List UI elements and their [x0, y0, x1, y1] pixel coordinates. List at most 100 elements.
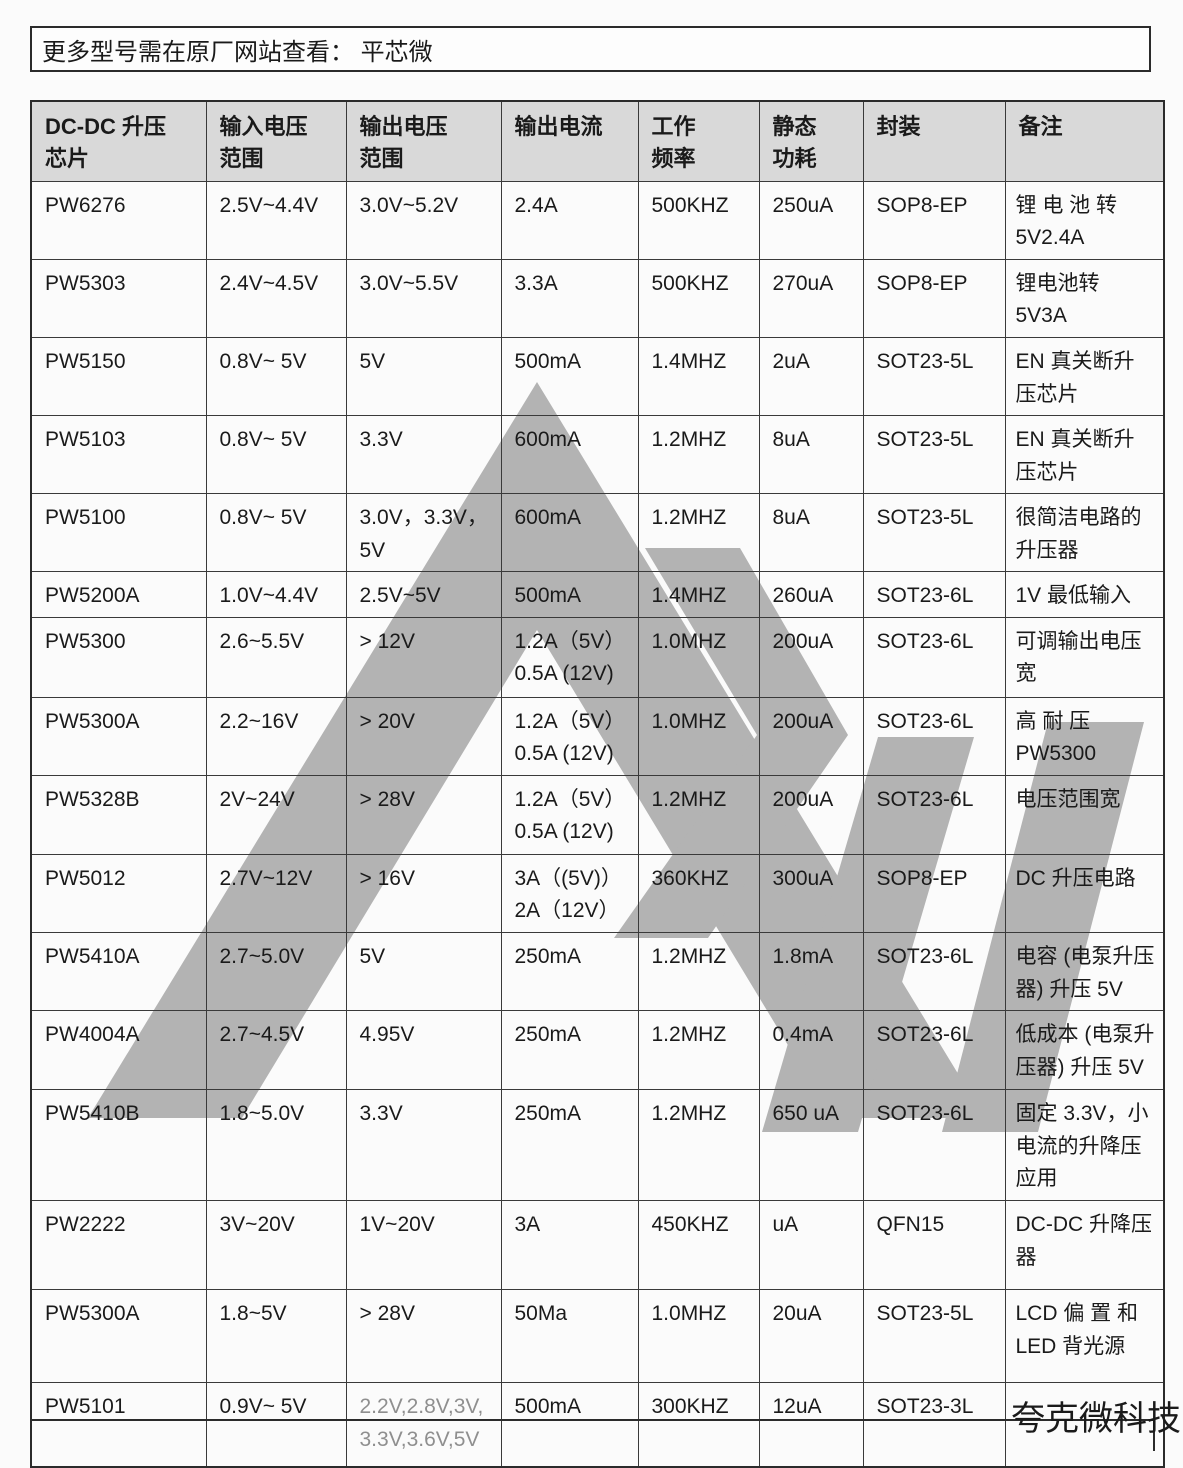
column-header: 输出电流 — [500, 100, 639, 182]
column-header: 备注 — [1004, 100, 1165, 182]
table-cell: 260uA — [758, 571, 864, 618]
table-cell: 3.3V — [345, 415, 502, 495]
chip-model-cell: PW5410A — [30, 931, 207, 1012]
table-cell: 500mA — [500, 336, 639, 417]
table-cell: 3.0V，3.3V，5V — [345, 493, 502, 573]
table-cell: 2.4A — [500, 180, 639, 260]
table-cell: 1.0V~4.4V — [205, 571, 347, 618]
table-cell: 1.2MHZ — [637, 774, 760, 855]
chip-model-cell: PW5300A — [30, 1289, 207, 1384]
table-cell: 1.8mA — [758, 931, 864, 1012]
table-cell: SOT23-6L — [862, 774, 1006, 855]
chip-model-cell: PW2222 — [30, 1200, 207, 1291]
table-cell: > 20V — [345, 696, 502, 776]
table-row: PW5410B 1.8~5.0V 3.3V 250mA 1.2MHZ 650 uA SOT2… — [30, 1089, 1165, 1202]
brand-watermark-text: 夸克微科技 — [1011, 1400, 1181, 1438]
table-cell: 1.0MHZ — [637, 616, 760, 698]
table-cell: 360KHZ — [637, 853, 760, 933]
table-cell: 1.2A（5V） 0.5A (12V) — [500, 616, 639, 698]
column-header: 输出电压 范围 — [345, 100, 502, 182]
table-cell: 1.8~5.0V — [205, 1089, 347, 1202]
table-cell: 500KHZ — [637, 258, 760, 338]
table-cell: 1.2MHZ — [637, 415, 760, 495]
table-cell: 1.0MHZ — [637, 1289, 760, 1384]
table-cell: SOT23-5L — [862, 415, 1006, 495]
table-cell: SOT23-5L — [862, 1289, 1006, 1384]
table-cell: EN 真关断升压芯片 — [1004, 336, 1165, 417]
table-cell: 2.7~5.0V — [205, 931, 347, 1012]
table-cell: 250mA — [500, 931, 639, 1012]
table-cell: SOP8-EP — [862, 258, 1006, 338]
table-row: PW5150 0.8V~ 5V 5V 500mA 1.4MHZ 2uA SOT23-5L EN… — [30, 336, 1165, 417]
table-cell: 450KHZ — [637, 1200, 760, 1291]
table-row: PW5410A 2.7~5.0V 5V 250mA 1.2MHZ 1.8mA SOT23-6… — [30, 931, 1165, 1012]
table-body: PW6276 2.5V~4.4V 3.0V~5.2V 2.4A 500KHZ 250uA S… — [30, 180, 1165, 1468]
table-cell: 3.3A — [500, 258, 639, 338]
table-row: PW6276 2.5V~4.4V 3.0V~5.2V 2.4A 500KHZ 250uA S… — [30, 180, 1165, 260]
chip-model-cell: PW5303 — [30, 258, 207, 338]
table-cell: 2.6~5.5V — [205, 616, 347, 698]
table-cell: 1.2MHZ — [637, 1010, 760, 1091]
table-cell: SOP8-EP — [862, 180, 1006, 260]
table-cell: 200uA — [758, 774, 864, 855]
chip-model-cell: PW5012 — [30, 853, 207, 933]
table-cell: SOT23-6L — [862, 616, 1006, 698]
table-cell: 500mA — [500, 571, 639, 618]
table-cell: 2.2~16V — [205, 696, 347, 776]
table-cell: 200uA — [758, 696, 864, 776]
table-cell: 1.2MHZ — [637, 493, 760, 573]
table-cell: 3A — [500, 1200, 639, 1291]
table-row: PW5300A 1.8~5V > 28V 50Ma 1.0MHZ 20uA SOT23-5L… — [30, 1289, 1165, 1384]
table-cell: 2uA — [758, 336, 864, 417]
table-cell: SOT23-6L — [862, 571, 1006, 618]
table-cell: SOP8-EP — [862, 853, 1006, 933]
table-cell: 锂 电 池 转 5V2.4A — [1004, 180, 1165, 260]
notice-banner-text: 更多型号需在原厂网站查看： 平芯微 — [42, 38, 433, 66]
table-cell: 5V — [345, 336, 502, 417]
table-cell: > 28V — [345, 1289, 502, 1384]
table-row: PW4004A 2.7~4.5V 4.95V 250mA 1.2MHZ 0.4mA SOT2… — [30, 1010, 1165, 1091]
table-cell: 250mA — [500, 1089, 639, 1202]
table-cell: 锂电池转 5V3A — [1004, 258, 1165, 338]
chip-model-cell: PW6276 — [30, 180, 207, 260]
table-cell: 3.3V — [345, 1089, 502, 1202]
table-row: PW5100 0.8V~ 5V 3.0V，3.3V，5V 600mA 1.2MHZ 8uA… — [30, 493, 1165, 573]
column-header: 工作 频率 — [637, 100, 760, 182]
table-cell: > 28V — [345, 774, 502, 855]
table-cell: SOT23-6L — [862, 1010, 1006, 1091]
notice-banner: 更多型号需在原厂网站查看： 平芯微 — [30, 26, 1151, 72]
table-cell: 低成本 (电泵升压器) 升压 5V — [1004, 1010, 1165, 1091]
table-cell: SOT23-6L — [862, 931, 1006, 1012]
chip-model-cell: PW5410B — [30, 1089, 207, 1202]
table-row: PW5300A 2.2~16V > 20V 1.2A（5V） 0.5A (12V) 1.… — [30, 696, 1165, 776]
table-cell: 600mA — [500, 493, 639, 573]
table-cell: > 16V — [345, 853, 502, 933]
table-cell: 1.4MHZ — [637, 571, 760, 618]
chip-model-cell: PW5200A — [30, 571, 207, 618]
table-cell: SOT23-5L — [862, 336, 1006, 417]
chip-model-cell: PW5103 — [30, 415, 207, 495]
chip-spec-table: DC-DC 升压 芯片 输入电压 范围 输出电压 范围 输出电流 工作 频率 静态 功耗封… — [30, 100, 1165, 1468]
table-cell: 1V 最低输入 — [1004, 571, 1165, 618]
table-row: PW5200A 1.0V~4.4V 2.5V~5V 500mA 1.4MHZ 260uA S… — [30, 571, 1165, 618]
chip-model-cell: PW5300A — [30, 696, 207, 776]
table-cell: 3A（(5V)） 2A（12V） — [500, 853, 639, 933]
table-row: PW2222 3V~20V 1V~20V 3A 450KHZ uA QFN15 DC-DC 升… — [30, 1200, 1165, 1291]
table-cell: 电容 (电泵升压器) 升压 5V — [1004, 931, 1165, 1012]
table-cell: 1.8~5V — [205, 1289, 347, 1384]
next-section-box — [30, 1419, 1155, 1451]
table-cell: DC 升压电路 — [1004, 853, 1165, 933]
table-cell: 3.0V~5.2V — [345, 180, 502, 260]
table-cell: QFN15 — [862, 1200, 1006, 1291]
table-cell: 500KHZ — [637, 180, 760, 260]
chip-model-cell: PW4004A — [30, 1010, 207, 1091]
table-cell: 2V~24V — [205, 774, 347, 855]
column-header: 静态 功耗 — [758, 100, 864, 182]
table-cell: > 12V — [345, 616, 502, 698]
table-cell: 电压范围宽 — [1004, 774, 1165, 855]
table-cell: EN 真关断升压芯片 — [1004, 415, 1165, 495]
table-row: PW5303 2.4V~4.5V 3.0V~5.5V 3.3A 500KHZ 270uA S… — [30, 258, 1165, 338]
column-header: 封装 — [862, 100, 1006, 182]
table-cell: 50Ma — [500, 1289, 639, 1384]
table-cell: 0.8V~ 5V — [205, 415, 347, 495]
